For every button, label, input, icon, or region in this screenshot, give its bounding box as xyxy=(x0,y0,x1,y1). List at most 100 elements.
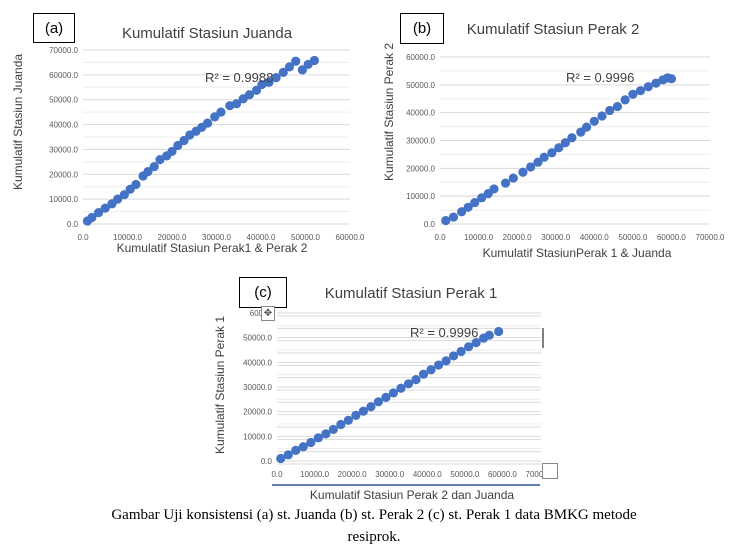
x-tick-label: 0.0 xyxy=(77,233,89,242)
data-point xyxy=(560,138,570,148)
resize-handle[interactable] xyxy=(542,463,558,479)
data-point xyxy=(448,351,459,361)
data-point xyxy=(298,442,308,452)
data-point xyxy=(396,383,406,393)
data-point xyxy=(448,212,459,222)
x-tick-label: 30000.0 xyxy=(541,233,570,242)
move-handle-icon[interactable]: ✥ xyxy=(261,306,275,321)
data-point xyxy=(284,62,295,72)
y-tick-label: 20000.0 xyxy=(49,170,78,179)
data-point xyxy=(271,72,281,83)
data-point xyxy=(628,89,638,99)
data-point xyxy=(291,445,301,455)
x-tick-label: 20000.0 xyxy=(338,470,367,479)
x-tick-label: 50000.0 xyxy=(618,233,647,242)
data-point xyxy=(539,152,549,162)
data-point xyxy=(533,157,543,167)
chart-a-xlabel: Kumulatif Stasiun Perak1 & Perak 2 xyxy=(117,241,308,255)
data-point xyxy=(388,388,399,398)
y-tick-label: 0.0 xyxy=(424,220,436,229)
data-point xyxy=(291,56,301,66)
data-point xyxy=(581,122,592,132)
x-tick-label: 10000.0 xyxy=(113,233,142,242)
data-point xyxy=(441,216,451,226)
data-point xyxy=(155,155,165,165)
data-point xyxy=(113,194,123,204)
data-point xyxy=(463,202,473,212)
x-tick-label: 20000.0 xyxy=(503,233,532,242)
x-tick-label: 30000.0 xyxy=(375,470,404,479)
data-point xyxy=(297,65,307,75)
x-tick-label: 10000.0 xyxy=(464,233,493,242)
data-point xyxy=(313,433,323,443)
data-point xyxy=(547,148,557,158)
y-tick-label: 30000.0 xyxy=(49,145,78,154)
data-point xyxy=(635,86,646,96)
y-tick-label: 50000.0 xyxy=(243,334,272,343)
data-point xyxy=(605,105,615,116)
chart-c-points xyxy=(276,326,504,464)
data-point xyxy=(418,369,429,379)
data-point xyxy=(143,166,153,177)
data-point xyxy=(457,207,467,217)
y-tick-label: 40000.0 xyxy=(406,109,435,118)
x-tick-label: 50000.0 xyxy=(291,233,320,242)
data-point xyxy=(283,450,293,460)
data-point xyxy=(278,67,288,77)
chart-c-yticks: 0.010000.020000.030000.040000.050000.060… xyxy=(243,309,272,466)
panel-label-a: (a) xyxy=(33,13,75,43)
chart-a-xticks: 0.0 10000.0 20000.0 30000.0 40000.0 50000.0 60… xyxy=(77,233,365,242)
data-point xyxy=(477,193,487,203)
chart-a-yticks: 0.0 10000.0 20000.0 30000.0 40000.0 50000.0 60… xyxy=(49,46,78,229)
chart-a-title: Kumulatif Stasiun Juanda xyxy=(122,25,293,42)
y-tick-label: 30000.0 xyxy=(243,383,272,392)
data-point xyxy=(508,173,518,183)
data-point xyxy=(264,77,274,87)
data-point xyxy=(119,190,129,200)
chart-b-yticks: 0.0 10000.0 20000.0 30000.0 40000.0 50000.0 60… xyxy=(406,53,435,229)
data-point xyxy=(373,397,384,407)
data-point xyxy=(643,82,653,92)
data-point xyxy=(131,179,141,190)
panel-label-c: (c) xyxy=(239,277,287,308)
data-point xyxy=(167,146,177,157)
chart-c-xlabel: Kumulatif Stasiun Perak 2 dan Juanda xyxy=(310,488,514,502)
x-tick-label: 40000.0 xyxy=(413,470,442,479)
data-point xyxy=(276,453,286,464)
x-tick-label: 10000.0 xyxy=(300,470,329,479)
chart-a-ylabel: Kumulatif Stasiun Juanda xyxy=(11,54,25,190)
data-point xyxy=(93,207,104,218)
y-tick-label: 40000.0 xyxy=(243,358,272,367)
chart-c-grid xyxy=(277,312,541,465)
chart-b-r2-annotation: R² = 0.9996 xyxy=(566,70,634,85)
chart-a-points xyxy=(82,55,319,226)
chart-b-points xyxy=(441,73,677,226)
data-point xyxy=(328,424,338,435)
data-point xyxy=(651,78,661,88)
figure-caption: Gambar Uji konsistensi (a) st. Juanda (b… xyxy=(0,504,748,548)
data-point xyxy=(589,116,599,126)
data-point xyxy=(351,410,361,420)
chart-b-ylabel: Kumulatif Stasiun Perak 2 xyxy=(382,43,396,181)
y-tick-label: 20000.0 xyxy=(243,408,272,417)
data-point xyxy=(597,111,607,121)
chart-c-r2-annotation: R² = 0.9996 xyxy=(410,325,478,340)
caption-line-2: resiprok. xyxy=(347,529,401,545)
chart-b-xticks: 0.0 10000.0 20000.0 30000.0 40000.0 50000.0 60… xyxy=(434,233,725,242)
y-tick-label: 70000.0 xyxy=(49,46,78,55)
data-point xyxy=(554,143,564,153)
data-point xyxy=(87,212,97,223)
data-point xyxy=(471,338,481,348)
x-tick-label: 40000.0 xyxy=(247,233,276,242)
caption-line-1: Gambar Uji konsistensi (a) st. Juanda (b… xyxy=(111,507,637,523)
y-tick-label: 60000.0 xyxy=(406,53,435,62)
data-point xyxy=(411,375,421,385)
y-tick-label: 50000.0 xyxy=(49,96,78,105)
y-tick-label: 0.0 xyxy=(67,220,79,229)
data-point xyxy=(306,437,316,448)
y-tick-label: 50000.0 xyxy=(406,81,435,90)
data-point xyxy=(500,178,511,188)
data-point xyxy=(494,326,504,337)
data-point xyxy=(210,112,220,122)
